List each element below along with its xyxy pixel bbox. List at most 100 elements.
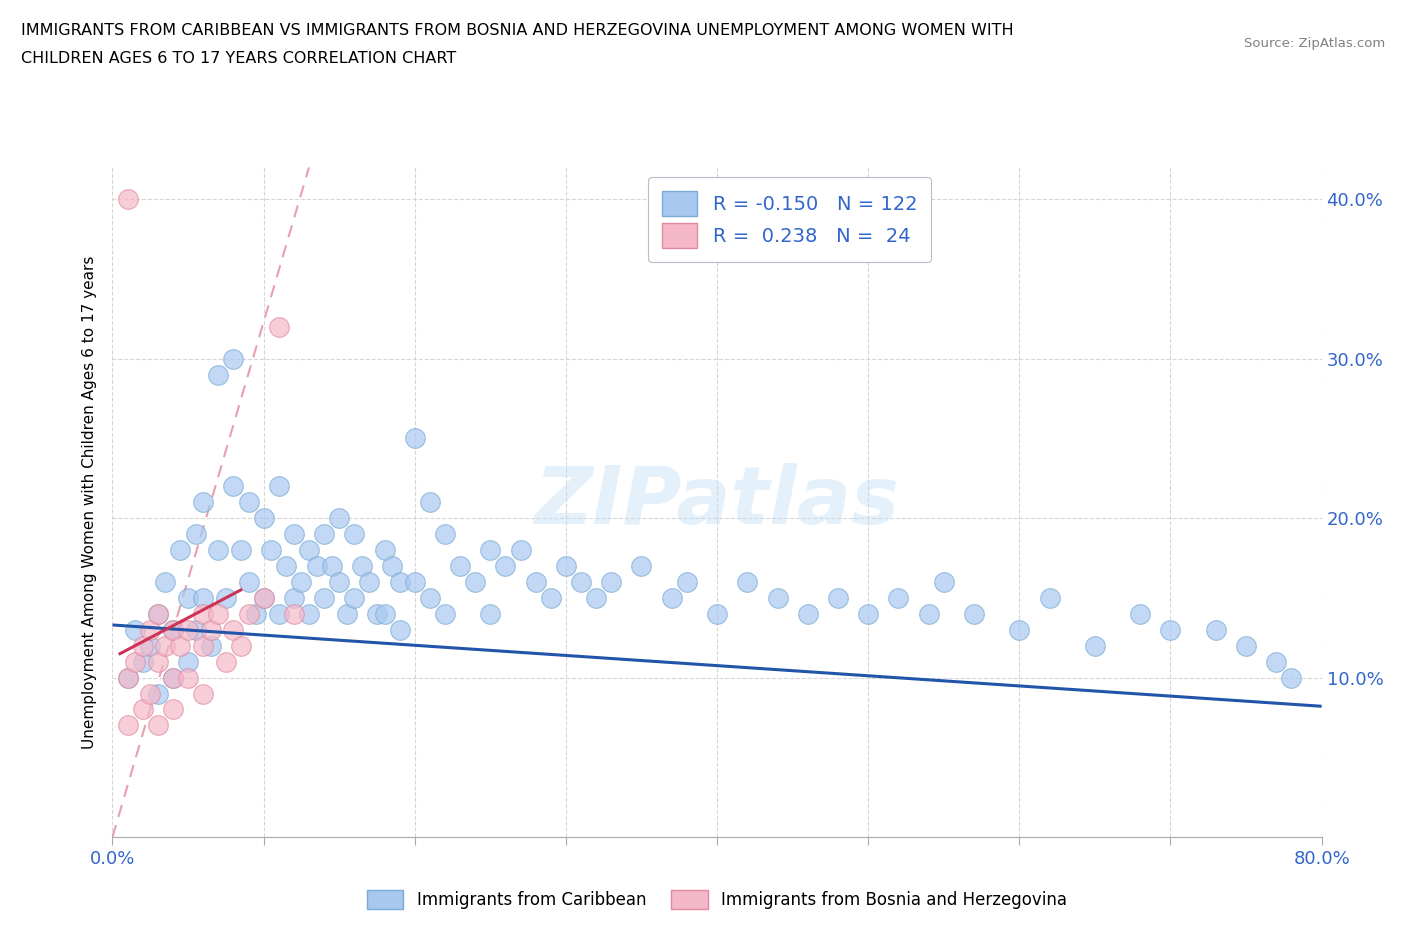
Point [1279, 671, 1302, 685]
Point [1038, 591, 1062, 605]
Point [207, 606, 229, 621]
Point [569, 575, 592, 590]
Point [509, 542, 531, 557]
Point [290, 575, 312, 590]
Point [162, 622, 184, 637]
Point [146, 606, 169, 621]
Point [253, 591, 276, 605]
Point [184, 526, 207, 541]
Point [675, 575, 697, 590]
Text: IMMIGRANTS FROM CARIBBEAN VS IMMIGRANTS FROM BOSNIA AND HERZEGOVINA UNEMPLOYMENT: IMMIGRANTS FROM CARIBBEAN VS IMMIGRANTS … [21, 23, 1014, 38]
Point [200, 622, 222, 637]
Point [706, 606, 728, 621]
Point [117, 671, 139, 685]
Point [314, 526, 336, 541]
Point [419, 495, 441, 510]
Point [207, 367, 229, 382]
Point [464, 575, 486, 590]
Point [222, 622, 245, 637]
Point [433, 526, 456, 541]
Point [132, 654, 155, 669]
Point [117, 192, 139, 206]
Point [146, 686, 169, 701]
Point [184, 622, 207, 637]
Point [177, 622, 200, 637]
Point [238, 575, 260, 590]
Point [146, 606, 169, 621]
Point [314, 591, 336, 605]
Point [321, 559, 343, 574]
Text: ZIPatlas: ZIPatlas [534, 463, 900, 541]
Point [388, 575, 411, 590]
Point [162, 671, 184, 685]
Point [222, 352, 245, 366]
Point [554, 559, 576, 574]
Point [404, 431, 426, 445]
Point [1084, 638, 1107, 653]
Point [124, 654, 146, 669]
Point [139, 638, 162, 653]
Point [229, 638, 252, 653]
Point [350, 559, 373, 574]
Point [737, 575, 759, 590]
Point [253, 511, 276, 525]
Y-axis label: Unemployment Among Women with Children Ages 6 to 17 years: Unemployment Among Women with Children A… [82, 256, 97, 749]
Point [283, 606, 305, 621]
Point [155, 575, 177, 590]
Point [177, 654, 200, 669]
Text: Source: ZipAtlas.com: Source: ZipAtlas.com [1244, 37, 1385, 50]
Point [267, 319, 290, 334]
Point [479, 542, 502, 557]
Point [404, 575, 426, 590]
Point [276, 559, 298, 574]
Point [766, 591, 789, 605]
Point [343, 526, 366, 541]
Point [283, 591, 305, 605]
Point [585, 591, 607, 605]
Point [856, 606, 880, 621]
Point [222, 479, 245, 494]
Point [374, 606, 396, 621]
Point [215, 654, 238, 669]
Point [963, 606, 986, 621]
Point [132, 638, 155, 653]
Point [343, 591, 366, 605]
Point [630, 559, 652, 574]
Point [298, 606, 321, 621]
Point [298, 542, 321, 557]
Point [253, 591, 276, 605]
Point [191, 591, 214, 605]
Point [238, 606, 260, 621]
Point [374, 542, 396, 557]
Point [169, 638, 191, 653]
Point [267, 606, 290, 621]
Point [1159, 622, 1181, 637]
Text: CHILDREN AGES 6 TO 17 YEARS CORRELATION CHART: CHILDREN AGES 6 TO 17 YEARS CORRELATION … [21, 51, 457, 66]
Point [200, 638, 222, 653]
Point [229, 542, 252, 557]
Point [796, 606, 818, 621]
Point [449, 559, 471, 574]
Point [918, 606, 941, 621]
Point [1265, 654, 1288, 669]
Point [169, 542, 191, 557]
Point [887, 591, 910, 605]
Point [600, 575, 623, 590]
Point [155, 638, 177, 653]
Point [207, 542, 229, 557]
Point [495, 559, 517, 574]
Point [162, 671, 184, 685]
Point [267, 479, 290, 494]
Point [117, 718, 139, 733]
Point [328, 511, 350, 525]
Point [146, 654, 169, 669]
Point [177, 591, 200, 605]
Point [305, 559, 328, 574]
Point [433, 606, 456, 621]
Point [132, 702, 155, 717]
Point [661, 591, 683, 605]
Point [1008, 622, 1031, 637]
Point [388, 622, 411, 637]
Point [366, 606, 388, 621]
Point [283, 526, 305, 541]
